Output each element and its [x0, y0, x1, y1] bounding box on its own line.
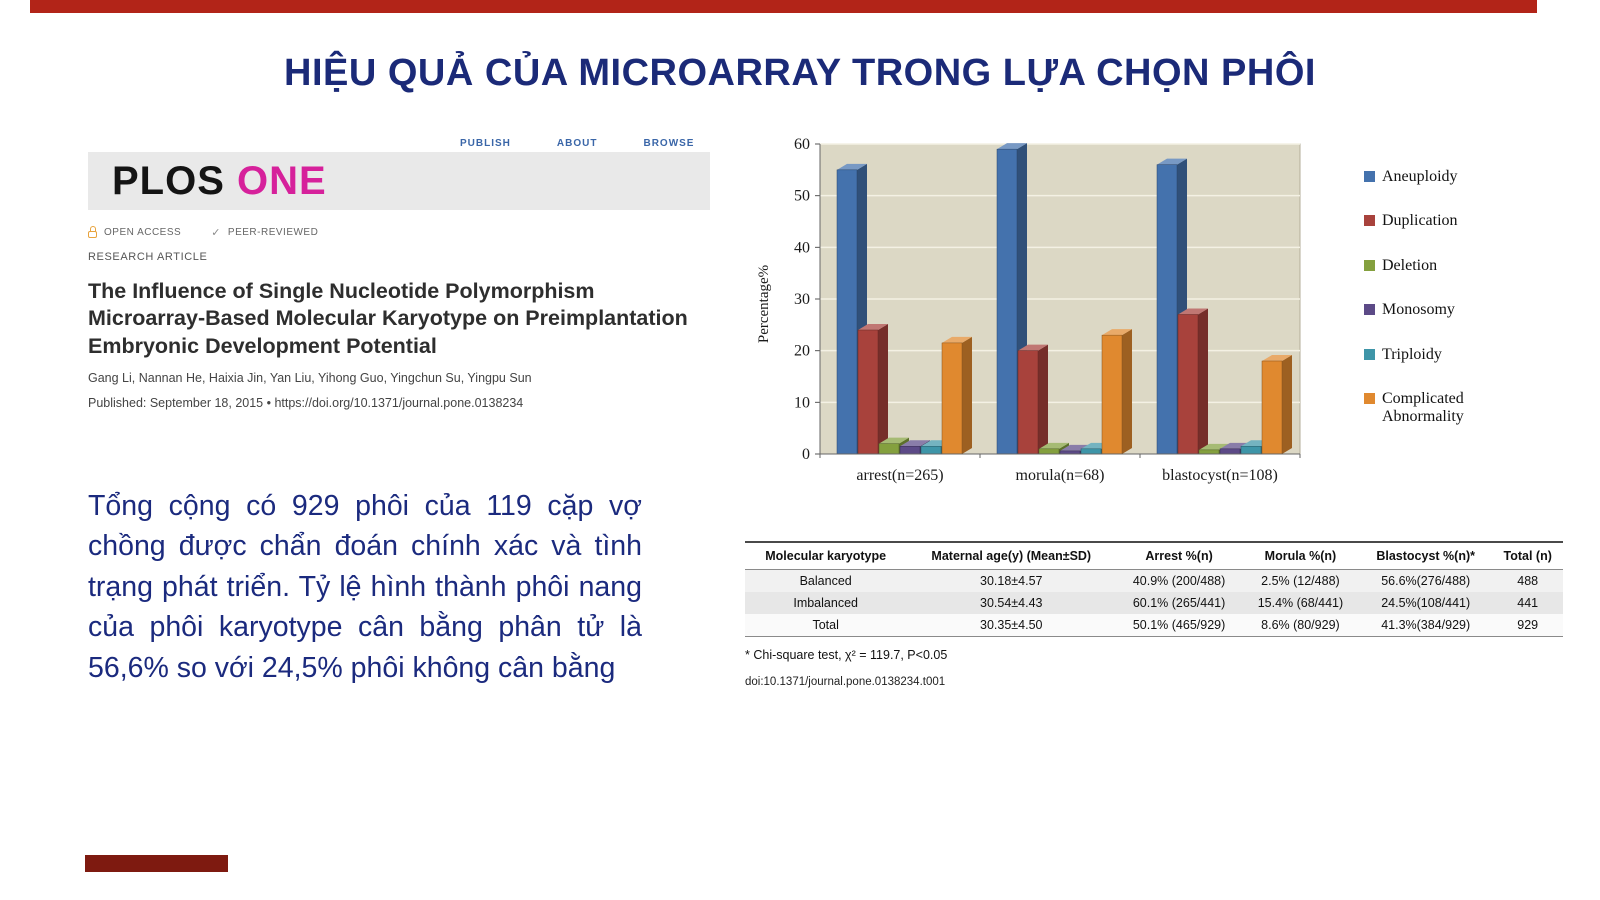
table-cell: 40.9% (200/488): [1116, 569, 1242, 592]
table-row: Total 30.35±4.50 50.1% (465/929) 8.6% (8…: [745, 614, 1563, 637]
table-cell: 30.18±4.57: [906, 569, 1117, 592]
table-doi: doi:10.1371/journal.pone.0138234.t001: [745, 676, 946, 688]
svg-text:60: 60: [794, 136, 810, 153]
legend-swatch: [1364, 215, 1375, 227]
legend-swatch: [1364, 259, 1375, 271]
table-cell: 50.1% (465/929): [1116, 614, 1242, 637]
table-header-row: Molecular karyotype Maternal age(y) (Mea…: [745, 541, 1563, 570]
table-cell: 41.3%(384/929): [1358, 614, 1493, 637]
table-header-cell: Blastocyst %(n)*: [1358, 541, 1493, 570]
article-badges: OPEN ACCESS ✓ PEER-REVIEWED: [88, 226, 710, 239]
peer-reviewed-icon: ✓: [211, 227, 221, 239]
plos-logo-black: PLOS: [112, 158, 225, 203]
svg-text:morula(n=68): morula(n=68): [1016, 467, 1105, 484]
open-access-icon: [88, 226, 97, 238]
article-type-label: RESEARCH ARTICLE: [88, 251, 208, 263]
legend-swatch: [1364, 392, 1375, 404]
chart-legend: Aneuploidy Duplication Deletion Monosomy Tri…: [1364, 168, 1514, 427]
legend-swatch: [1364, 348, 1375, 360]
table-header-cell: Arrest %(n): [1116, 541, 1242, 570]
slide-accent-bar-bottom: [85, 855, 228, 872]
legend-label: Triploidy: [1382, 345, 1442, 363]
legend-item: Aneuploidy: [1364, 168, 1514, 186]
journal-nav: PUBLISH ABOUT BROWSE: [88, 138, 710, 150]
table-header-cell: Morula %(n): [1241, 541, 1359, 570]
article-title[interactable]: The Influence of Single Nucleotide Polym…: [88, 279, 688, 358]
table-cell: 929: [1492, 614, 1563, 637]
table-cell: 15.4% (68/441): [1241, 592, 1359, 614]
table-cell: 488: [1492, 569, 1563, 592]
legend-item: Duplication: [1364, 212, 1514, 230]
plos-one-logo[interactable]: PLOS ONE: [112, 159, 327, 204]
article-authors[interactable]: Gang Li, Nannan He, Haixia Jin, Yan Liu,…: [88, 370, 532, 385]
table-header-cell: Maternal age(y) (Mean±SD): [906, 541, 1117, 570]
legend-label: Monosomy: [1382, 301, 1455, 319]
legend-label: Aneuploidy: [1382, 168, 1458, 185]
svg-text:blastocyst(n=108): blastocyst(n=108): [1162, 467, 1278, 484]
table-cell: Imbalanced: [745, 592, 907, 614]
svg-text:30: 30: [794, 291, 810, 308]
table-cell: 2.5% (12/488): [1241, 569, 1359, 592]
chart-svg: 0 10 20 30 40 50 60 Percentage% arrest(n=265) mor…: [756, 136, 1301, 484]
table-header-cell: Molecular karyotype: [745, 541, 907, 570]
legend-item: Monosomy: [1364, 301, 1514, 319]
plos-article-clipping: PUBLISH ABOUT BROWSE PLOS ONE OPEN ACCES…: [88, 138, 710, 410]
table-cell: 56.6%(276/488): [1358, 569, 1493, 592]
table-cell: 441: [1492, 592, 1563, 614]
table-cell: 24.5%(108/441): [1358, 592, 1493, 614]
svg-text:0: 0: [802, 446, 810, 463]
svg-text:arrest(n=265): arrest(n=265): [856, 467, 943, 484]
table-row: Imbalanced 30.54±4.43 60.1% (265/441) 15…: [745, 592, 1563, 614]
legend-swatch: [1364, 304, 1375, 316]
table-cell: 8.6% (80/929): [1241, 614, 1359, 637]
legend-item: Complicated Abnormality: [1364, 390, 1514, 427]
table-footnote: * Chi-square test, χ² = 119.7, P<0.05: [745, 648, 948, 662]
nav-item-about[interactable]: ABOUT: [556, 138, 598, 149]
journal-header-band: PLOS ONE: [88, 152, 710, 210]
svg-text:10: 10: [794, 394, 810, 411]
table-cell: 30.54±4.43: [906, 592, 1117, 614]
chart-plot-area: 0 10 20 30 40 50 60 Percentage% arrest(n=265) mor…: [748, 126, 1518, 526]
plos-logo-one: ONE: [237, 158, 327, 203]
legend-item: Deletion: [1364, 257, 1514, 275]
svg-text:40: 40: [794, 239, 810, 256]
slide-title: HIỆU QUẢ CỦA MICROARRAY TRONG LỰA CHỌN P…: [284, 52, 1316, 94]
table-row: Balanced 30.18±4.57 40.9% (200/488) 2.5%…: [745, 569, 1563, 592]
table-cell: 60.1% (265/441): [1116, 592, 1242, 614]
karyotype-table: Molecular karyotype Maternal age(y) (Mea…: [745, 541, 1563, 637]
table-cell: 30.35±4.50: [906, 614, 1117, 637]
nav-item-browse[interactable]: BROWSE: [643, 138, 695, 149]
legend-label: Deletion: [1382, 256, 1438, 274]
table-header-cell: Total (n): [1492, 541, 1563, 570]
peer-reviewed-badge: PEER-REVIEWED: [227, 227, 319, 238]
legend-item: Triploidy: [1364, 346, 1514, 364]
nav-item-publish[interactable]: PUBLISH: [460, 138, 511, 149]
svg-text:Percentage%: Percentage%: [756, 265, 772, 343]
legend-label: Duplication: [1382, 212, 1458, 230]
results-bar-chart: 0 10 20 30 40 50 60 Percentage% arrest(n=265) mor…: [748, 126, 1518, 526]
open-access-badge: OPEN ACCESS: [104, 227, 182, 238]
slide-accent-bar-top: [30, 0, 1537, 13]
article-published-line[interactable]: Published: September 18, 2015 • https://…: [88, 395, 524, 410]
legend-label: Complicated Abnormality: [1382, 389, 1464, 426]
legend-swatch: [1364, 171, 1375, 182]
slide-body-text: Tổng cộng có 929 phôi của 119 cặp vợ chồ…: [88, 490, 642, 684]
table-cell: Balanced: [745, 569, 907, 592]
table-cell: Total: [745, 614, 907, 637]
svg-text:20: 20: [794, 343, 810, 360]
svg-text:50: 50: [794, 188, 810, 205]
